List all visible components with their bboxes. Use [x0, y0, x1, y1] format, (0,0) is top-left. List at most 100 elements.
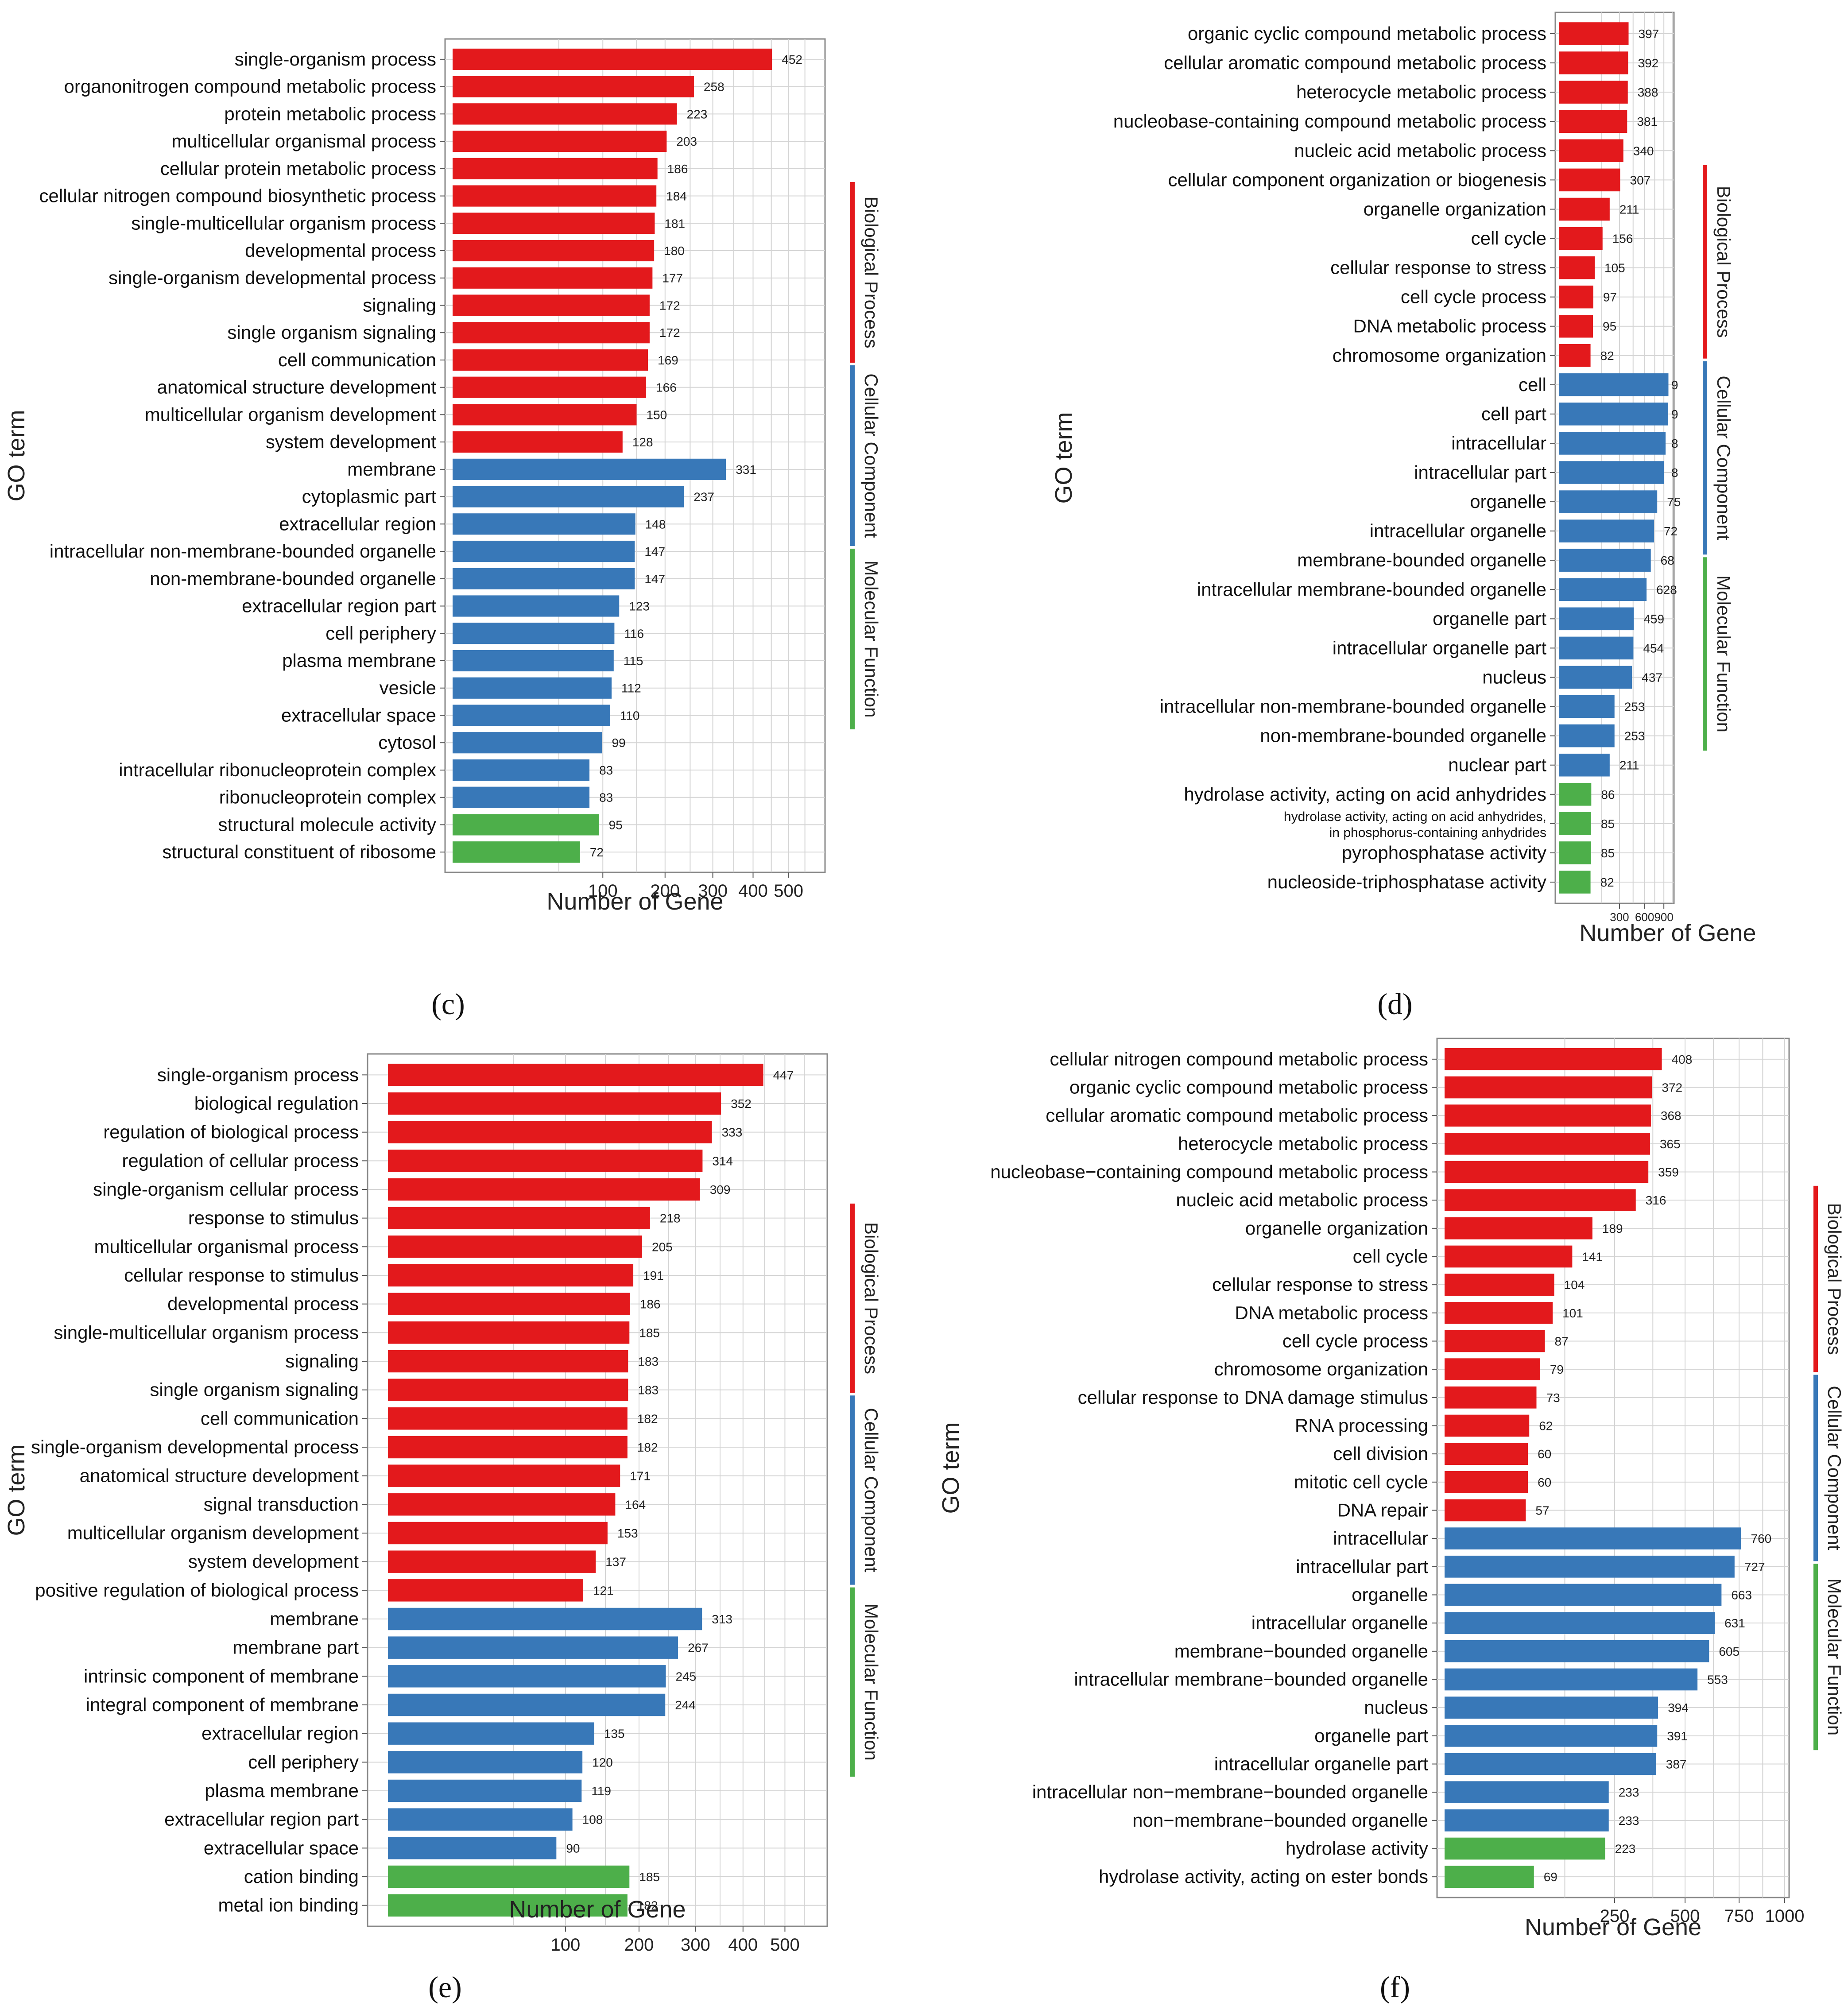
legend-label: Cellular Component [861, 373, 882, 538]
legend-label: Molecular Function [1713, 575, 1734, 732]
value-label: 128 [632, 435, 653, 449]
bar-cellular-component [388, 1779, 582, 1802]
category-label: intracellular [1333, 1528, 1428, 1549]
bar-biological-process [1445, 1302, 1553, 1324]
value-label: 104 [1564, 1278, 1585, 1292]
category-label: cell cycle process [1401, 287, 1546, 307]
bar-biological-process [1445, 1076, 1652, 1099]
x-axis-title: Number of Gene [1525, 1914, 1701, 1940]
bar-molecular-function [1559, 812, 1591, 835]
bar-cellular-component [388, 1837, 557, 1859]
legend-strip-molecular-function [850, 1587, 855, 1777]
bar-biological-process [1445, 1133, 1650, 1155]
bar-cellular-component [1445, 1696, 1658, 1719]
x-tick-label: 500 [770, 1935, 800, 1955]
bar-biological-process [1445, 1330, 1545, 1352]
value-label: 388 [1638, 85, 1658, 99]
category-label: single-multicellular organism process [131, 213, 436, 233]
x-tick-label: 100 [588, 881, 618, 901]
value-label: 314 [712, 1154, 733, 1168]
category-label: membrane [270, 1608, 359, 1629]
value-label: 97 [1603, 290, 1617, 304]
bar-cellular-component [388, 1693, 666, 1716]
category-label: DNA metabolic process [1353, 316, 1546, 337]
bar-biological-process [1559, 22, 1629, 45]
category-label: cell periphery [248, 1751, 359, 1772]
category-label: cytoplasmic part [302, 486, 437, 507]
bar-biological-process [388, 1464, 620, 1487]
legend-label: Cellular Component [1824, 1386, 1845, 1550]
category-label: DNA metabolic process [1235, 1302, 1428, 1323]
bar-cellular-component [453, 513, 635, 535]
value-label: 137 [605, 1555, 626, 1569]
category-label: system development [266, 431, 437, 452]
legend-strip-molecular-function [1703, 557, 1707, 751]
value-label: 148 [645, 517, 666, 531]
category-label: mitotic cell cycle [1294, 1472, 1428, 1492]
category-label: intracellular [1451, 433, 1546, 453]
bar-cellular-component [1445, 1809, 1609, 1832]
x-tick-label: 250 [1600, 1906, 1630, 1926]
value-label: 150 [647, 408, 667, 422]
category-label: cellular response to DNA damage stimulus [1078, 1387, 1428, 1408]
value-label: 211 [1619, 202, 1639, 216]
bar-cellular-component [1559, 403, 1668, 426]
bar-biological-process [1445, 1189, 1636, 1211]
category-label: cellular nitrogen compound metabolic pro… [1050, 1049, 1428, 1069]
value-label: 90 [566, 1841, 580, 1855]
category-label-line2: in phosphorus-containing anhydrides [1329, 825, 1546, 840]
value-label: 116 [624, 627, 644, 640]
bar-biological-process [1445, 1048, 1662, 1070]
bar-cellular-component [1559, 461, 1664, 484]
bar-biological-process [1445, 1414, 1530, 1437]
category-label: multicellular organismal process [171, 131, 436, 151]
category-label: organelle part [1433, 608, 1546, 629]
category-label: extracellular space [281, 705, 436, 725]
legend-label: Cellular Component [861, 1408, 882, 1572]
category-label: cell communication [201, 1408, 359, 1429]
category-label: extracellular region part [164, 1809, 359, 1830]
value-label: 95 [1603, 320, 1616, 333]
category-label: developmental process [167, 1294, 359, 1314]
value-label: 147 [644, 545, 665, 558]
bar-cellular-component [453, 568, 635, 589]
legend-label: Cellular Component [1713, 376, 1734, 540]
category-label: nucleoside-triphosphatase activity [1267, 871, 1546, 892]
legend-label: Biological Process [1824, 1203, 1845, 1355]
bar-biological-process [453, 213, 655, 234]
value-label: 75 [1667, 495, 1681, 509]
value-label: 95 [609, 818, 623, 832]
category-label: non−membrane−bounded organelle [1132, 1810, 1428, 1831]
category-label: organelle organization [1245, 1218, 1428, 1239]
x-tick-label: 1000 [1765, 1906, 1805, 1926]
panel-caption: (e) [428, 1970, 461, 2004]
value-label: 85 [1601, 817, 1615, 831]
value-label: 182 [637, 1412, 658, 1425]
category-label: cellular protein metabolic process [160, 158, 436, 179]
value-label: 73 [1546, 1391, 1560, 1405]
bar-biological-process [1559, 139, 1623, 163]
category-label: RNA processing [1295, 1415, 1428, 1436]
bar-biological-process [453, 404, 637, 426]
value-label: 245 [676, 1669, 697, 1683]
category-label: multicellular organismal process [94, 1236, 359, 1257]
bar-biological-process [1445, 1245, 1573, 1268]
legend-strip-cellular-component [850, 1395, 855, 1585]
category-label: extracellular space [204, 1837, 359, 1858]
value-label: 454 [1643, 641, 1664, 655]
x-axis-title: Number of Gene [509, 1896, 686, 1923]
legend-strip-biological-process [850, 182, 855, 363]
bar-cellular-component [388, 1665, 666, 1688]
category-label: cell cycle [1471, 228, 1546, 249]
bar-biological-process [388, 1293, 630, 1315]
bar-biological-process [388, 1321, 630, 1344]
bar-cellular-component [1559, 753, 1610, 777]
y-axis-title: GO term [1050, 412, 1077, 503]
chart-panel-e: single-organism process 447 biological reg… [3, 1053, 882, 2004]
bar-cellular-component [453, 677, 612, 699]
value-label: 359 [1658, 1166, 1679, 1179]
value-label: 223 [1615, 1842, 1636, 1856]
category-label: membrane−bounded organelle [1174, 1641, 1428, 1661]
value-label: 397 [1639, 27, 1659, 41]
category-label: single organism signaling [150, 1379, 359, 1400]
